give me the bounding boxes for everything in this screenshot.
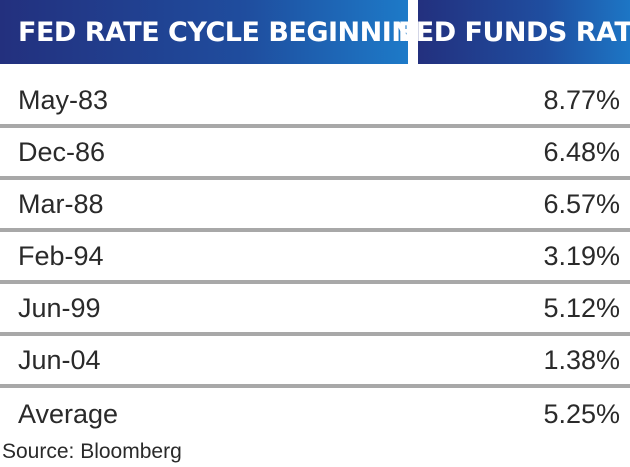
table-row: Feb-94 3.19%	[0, 232, 630, 284]
summary-label: Average	[18, 398, 119, 429]
rate-value-cell: 1.38%	[543, 344, 620, 375]
summary-rate: 5.25%	[543, 398, 620, 429]
table-row: Jun-04 1.38%	[0, 336, 630, 388]
column-header-cycle-beginning-label: FED RATE CYCLE BEGINNING	[18, 16, 436, 48]
cycle-date-cell: May-83	[18, 84, 109, 115]
rate-value-cell: 5.12%	[543, 292, 620, 323]
rate-value-cell: 6.48%	[543, 136, 620, 167]
cycle-date-cell: Dec-86	[18, 136, 106, 167]
rate-value-cell: 3.19%	[543, 240, 620, 271]
summary-row: Average 5.25%	[0, 388, 630, 440]
rate-value-cell: 8.77%	[543, 84, 620, 115]
cycle-date-cell: Jun-04	[18, 344, 101, 375]
table-row: May-83 8.77%	[0, 76, 630, 128]
cycle-date-cell: Jun-99	[18, 292, 101, 323]
cycle-date-cell: Feb-94	[18, 240, 104, 271]
table-row: Jun-99 5.12%	[0, 284, 630, 336]
rate-value-cell: 6.57%	[543, 188, 620, 219]
table-body: May-83 8.77% Dec-86 6.48% Mar-88 6.57% Feb-94 3…	[0, 76, 630, 440]
table-row: Mar-88 6.57%	[0, 180, 630, 232]
column-header-cycle-beginning: FED RATE CYCLE BEGINNING	[0, 0, 436, 64]
column-header-fed-funds-rate: FED FUNDS RATE	[398, 0, 630, 64]
table-row: Dec-86 6.48%	[0, 128, 630, 180]
source-note: Source: Bloomberg	[2, 440, 182, 463]
cycle-date-cell: Mar-88	[18, 188, 104, 219]
column-header-fed-funds-rate-label: FED FUNDS RATE	[397, 16, 630, 48]
